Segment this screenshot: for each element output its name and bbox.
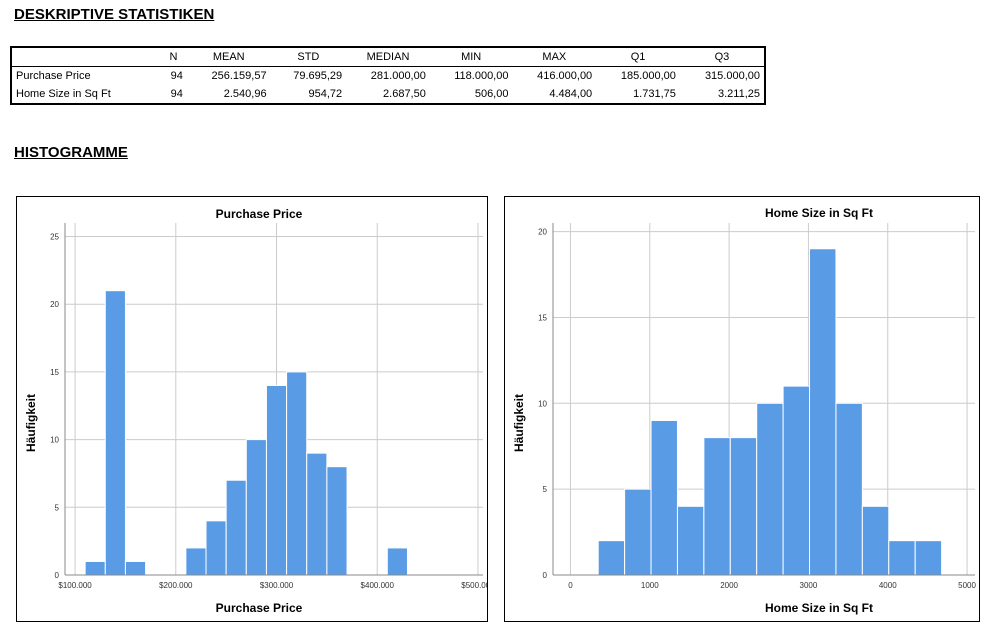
histogram-bar bbox=[624, 488, 652, 576]
cell-max: 416.000,00 bbox=[537, 70, 593, 82]
cell-median: 281.000,00 bbox=[370, 70, 426, 82]
y-tick-label: 0 bbox=[543, 571, 548, 580]
row-label: Home Size in Sq Ft bbox=[16, 88, 111, 100]
histogram-bar bbox=[185, 547, 207, 576]
histogram-bar bbox=[386, 547, 408, 576]
cell-std: 954,72 bbox=[308, 88, 343, 100]
x-tick-label: $400.000 bbox=[361, 581, 395, 590]
cell-q1: 185.000,00 bbox=[620, 70, 676, 82]
chart-title: Home Size in Sq Ft bbox=[765, 206, 873, 220]
x-tick-label: 0 bbox=[568, 581, 573, 590]
histogram-bar bbox=[809, 248, 837, 576]
y-axis-label: Häufigkeit bbox=[24, 394, 38, 452]
stats-table: N MEAN STD MEDIAN MIN MAX Q1 Q3 Purchase… bbox=[10, 46, 766, 105]
histogram-bar bbox=[914, 540, 943, 576]
header-cell: MIN bbox=[429, 47, 513, 67]
histogram-bar bbox=[703, 437, 731, 576]
cell-median: 2.687,50 bbox=[383, 88, 426, 100]
y-axis-label: Häufigkeit bbox=[512, 394, 526, 452]
y-tick-label: 20 bbox=[50, 300, 59, 309]
cell-q1: 1.731,75 bbox=[633, 88, 676, 100]
cell-mean: 256.159,57 bbox=[211, 70, 267, 82]
y-tick-label: 10 bbox=[538, 399, 547, 408]
histogram-bar bbox=[888, 540, 916, 576]
histogram-bar bbox=[225, 479, 247, 576]
cell-min: 506,00 bbox=[474, 88, 509, 100]
header-cell: Q3 bbox=[679, 47, 765, 67]
histogram-bar bbox=[124, 560, 147, 576]
x-axis-label: Home Size in Sq Ft bbox=[765, 601, 873, 615]
header-cell: N bbox=[160, 47, 187, 67]
chart-title: Purchase Price bbox=[216, 207, 303, 221]
cell-std: 79.695,29 bbox=[293, 70, 343, 82]
histogram-bar bbox=[861, 505, 890, 576]
histogram-bar bbox=[597, 540, 626, 576]
histogram-purchase-price: 0 5 10 15 20 25 $100.000 $200.000 $300.000 $400.0… bbox=[16, 196, 488, 622]
histogram-home-size: 0 5 10 15 20 0 1000 2000 3000 4000 5000 Home Size … bbox=[504, 196, 980, 622]
histogram-bar bbox=[729, 437, 758, 576]
histogram-bar bbox=[326, 466, 348, 576]
histogram-bar bbox=[205, 520, 227, 576]
histogram-bar bbox=[306, 452, 328, 576]
cell-n: 94 bbox=[170, 88, 183, 100]
header-cell: STD bbox=[270, 47, 347, 67]
x-tick-label: 4000 bbox=[879, 581, 897, 590]
cell-min: 118.000,00 bbox=[454, 70, 509, 82]
histogram-bar bbox=[265, 384, 288, 576]
histogram-bar bbox=[650, 419, 678, 576]
histogram-bar bbox=[104, 290, 126, 576]
row-label: Purchase Price bbox=[16, 70, 91, 82]
y-tick-label: 20 bbox=[538, 228, 547, 237]
histogram-bar bbox=[835, 402, 863, 576]
histogram-bar bbox=[782, 385, 811, 576]
header-cell: Q1 bbox=[596, 47, 680, 67]
header-cell bbox=[11, 47, 160, 67]
plot-area: 0 5 10 15 20 25 $100.000 $200.000 $300.000 $400.0… bbox=[50, 223, 487, 590]
cell-q3: 3.211,25 bbox=[717, 88, 760, 100]
histogram-bar bbox=[676, 505, 705, 576]
x-tick-label: 5000 bbox=[958, 581, 976, 590]
plot-area: 0 5 10 15 20 0 1000 2000 3000 4000 5000 bbox=[538, 223, 977, 590]
header-cell: MAX bbox=[512, 47, 597, 67]
x-axis-label: Purchase Price bbox=[216, 601, 303, 615]
cell-n: 94 bbox=[170, 70, 183, 82]
histograms-heading: HISTOGRAMME bbox=[14, 144, 128, 161]
y-tick-label: 15 bbox=[538, 313, 547, 322]
x-tick-label: 1000 bbox=[641, 581, 659, 590]
y-tick-label: 0 bbox=[55, 571, 60, 580]
y-tick-label: 25 bbox=[50, 233, 59, 242]
x-tick-label: $500.000 bbox=[461, 581, 487, 590]
y-tick-label: 10 bbox=[50, 436, 59, 445]
y-tick-label: 5 bbox=[543, 485, 548, 494]
x-tick-label: 2000 bbox=[720, 581, 738, 590]
histogram-bar bbox=[245, 439, 267, 576]
x-tick-label: $300.000 bbox=[260, 581, 294, 590]
table-row: Home Size in Sq Ft 94 2.540,96 954,72 2.… bbox=[11, 85, 765, 104]
y-tick-label: 5 bbox=[55, 503, 60, 512]
stats-header-row: N MEAN STD MEDIAN MIN MAX Q1 Q3 bbox=[11, 47, 765, 67]
histogram-svg: 0 5 10 15 20 25 $100.000 $200.000 $300.000 $400.0… bbox=[24, 207, 487, 615]
histogram-bar bbox=[84, 560, 106, 576]
table-row: Purchase Price 94 256.159,57 79.695,29 2… bbox=[11, 67, 765, 86]
histogram-bar bbox=[286, 371, 308, 576]
x-tick-label: 3000 bbox=[800, 581, 818, 590]
histogram-bar bbox=[756, 402, 784, 576]
header-cell: MEAN bbox=[186, 47, 271, 67]
y-tick-label: 15 bbox=[50, 368, 59, 377]
cell-max: 4.484,00 bbox=[549, 88, 593, 100]
histogram-svg: 0 5 10 15 20 0 1000 2000 3000 4000 5000 Home Size … bbox=[512, 206, 977, 615]
x-tick-label: $100.000 bbox=[58, 581, 92, 590]
stats-heading: DESKRIPTIVE STATISTIKEN bbox=[14, 6, 215, 23]
cell-mean: 2.540,96 bbox=[223, 88, 267, 100]
x-tick-label: $200.000 bbox=[159, 581, 193, 590]
cell-q3: 315.000,00 bbox=[704, 70, 760, 82]
header-cell: MEDIAN bbox=[346, 47, 430, 67]
